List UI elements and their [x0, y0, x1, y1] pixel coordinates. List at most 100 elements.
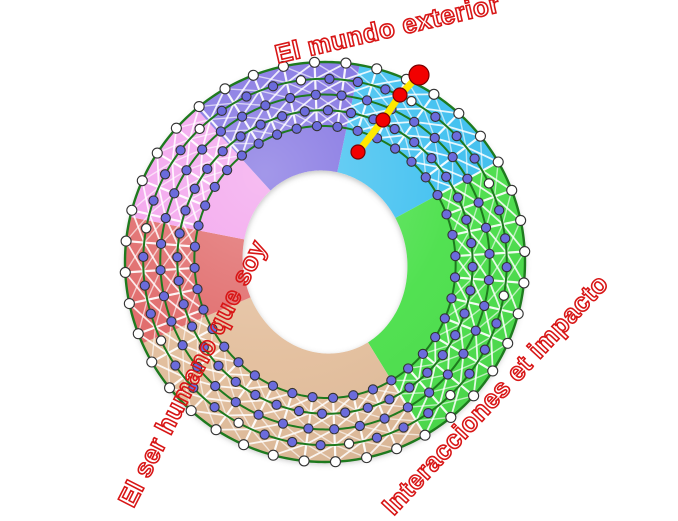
- node-inner[interactable]: [450, 273, 459, 282]
- node-outer[interactable]: [195, 124, 204, 133]
- node-inner[interactable]: [430, 133, 439, 142]
- node-outer[interactable]: [516, 215, 526, 225]
- node-outer[interactable]: [220, 84, 230, 94]
- node-inner[interactable]: [448, 152, 457, 161]
- node-inner[interactable]: [161, 170, 170, 179]
- node-inner[interactable]: [260, 430, 269, 439]
- node-inner[interactable]: [210, 403, 219, 412]
- node-inner[interactable]: [363, 403, 372, 412]
- node-inner[interactable]: [182, 166, 191, 175]
- node-inner[interactable]: [405, 383, 414, 392]
- node-outer[interactable]: [124, 299, 134, 309]
- node-inner[interactable]: [424, 409, 433, 418]
- node-inner[interactable]: [438, 351, 447, 360]
- node-outer[interactable]: [493, 157, 503, 167]
- node-inner[interactable]: [484, 276, 493, 285]
- node-inner[interactable]: [404, 364, 413, 373]
- node-inner[interactable]: [330, 425, 339, 434]
- node-outer[interactable]: [407, 97, 416, 106]
- node-inner[interactable]: [256, 120, 265, 129]
- node-inner[interactable]: [407, 157, 416, 166]
- node-inner[interactable]: [353, 126, 362, 135]
- node-inner[interactable]: [201, 201, 210, 210]
- node-outer[interactable]: [133, 329, 143, 339]
- node-inner[interactable]: [431, 112, 440, 121]
- node-inner[interactable]: [399, 423, 408, 432]
- node-inner[interactable]: [288, 437, 297, 446]
- node-inner[interactable]: [451, 251, 460, 260]
- node-inner[interactable]: [467, 238, 476, 247]
- node-inner[interactable]: [286, 93, 295, 102]
- node-inner[interactable]: [474, 198, 483, 207]
- node-inner[interactable]: [372, 433, 381, 442]
- node-inner[interactable]: [278, 112, 287, 121]
- node-inner[interactable]: [261, 101, 270, 110]
- node-outer[interactable]: [507, 185, 517, 195]
- node-outer[interactable]: [429, 89, 439, 99]
- node-outer[interactable]: [248, 70, 258, 80]
- node-inner[interactable]: [433, 190, 442, 199]
- node-inner[interactable]: [210, 182, 219, 191]
- node-inner[interactable]: [425, 388, 434, 397]
- node-inner[interactable]: [178, 341, 187, 350]
- node-inner[interactable]: [440, 314, 449, 323]
- node-outer[interactable]: [152, 148, 162, 158]
- node-inner[interactable]: [231, 377, 240, 386]
- node-inner[interactable]: [268, 82, 277, 91]
- node-inner[interactable]: [294, 406, 303, 415]
- node-outer[interactable]: [475, 131, 485, 141]
- node-outer[interactable]: [127, 205, 137, 215]
- node-inner[interactable]: [167, 317, 176, 326]
- node-outer[interactable]: [341, 58, 351, 68]
- node-inner[interactable]: [418, 349, 427, 358]
- node-outer[interactable]: [296, 76, 305, 85]
- node-inner[interactable]: [190, 184, 199, 193]
- node-inner[interactable]: [471, 326, 480, 335]
- node-inner[interactable]: [292, 124, 301, 133]
- node-inner[interactable]: [410, 138, 419, 147]
- node-inner[interactable]: [403, 403, 412, 412]
- node-outer[interactable]: [392, 444, 402, 454]
- node-inner[interactable]: [502, 263, 511, 272]
- node-inner[interactable]: [368, 385, 377, 394]
- node-inner[interactable]: [480, 301, 489, 310]
- node-outer[interactable]: [147, 357, 157, 367]
- node-outer[interactable]: [268, 450, 278, 460]
- node-inner[interactable]: [442, 172, 451, 181]
- node-outer[interactable]: [499, 291, 508, 300]
- node-inner[interactable]: [346, 108, 355, 117]
- node-inner[interactable]: [146, 309, 155, 318]
- node-inner[interactable]: [349, 391, 358, 400]
- node-inner[interactable]: [465, 369, 474, 378]
- node-inner[interactable]: [223, 165, 232, 174]
- node-inner[interactable]: [355, 421, 364, 430]
- node-inner[interactable]: [459, 349, 468, 358]
- node-outer[interactable]: [137, 176, 147, 186]
- node-inner[interactable]: [341, 408, 350, 417]
- node-inner[interactable]: [460, 309, 469, 318]
- node-inner[interactable]: [423, 368, 432, 377]
- node-inner[interactable]: [140, 281, 149, 290]
- node-outer[interactable]: [454, 108, 464, 118]
- node-inner[interactable]: [161, 213, 170, 222]
- node-outer[interactable]: [234, 418, 243, 427]
- node-inner[interactable]: [391, 144, 400, 153]
- node-outer[interactable]: [513, 309, 523, 319]
- node-inner[interactable]: [466, 286, 475, 295]
- node-inner[interactable]: [173, 253, 182, 262]
- node-inner[interactable]: [390, 124, 399, 133]
- node-outer[interactable]: [142, 224, 151, 233]
- node-inner[interactable]: [251, 390, 260, 399]
- node-inner[interactable]: [468, 262, 477, 271]
- node-outer[interactable]: [362, 453, 372, 463]
- node-outer[interactable]: [194, 102, 204, 112]
- node-inner[interactable]: [190, 242, 199, 251]
- highlight-node-3[interactable]: [409, 65, 429, 85]
- node-inner[interactable]: [218, 147, 227, 156]
- node-inner[interactable]: [427, 154, 436, 163]
- node-inner[interactable]: [304, 424, 313, 433]
- node-inner[interactable]: [362, 96, 371, 105]
- node-outer[interactable]: [171, 123, 181, 133]
- node-inner[interactable]: [149, 196, 158, 205]
- node-inner[interactable]: [278, 419, 287, 428]
